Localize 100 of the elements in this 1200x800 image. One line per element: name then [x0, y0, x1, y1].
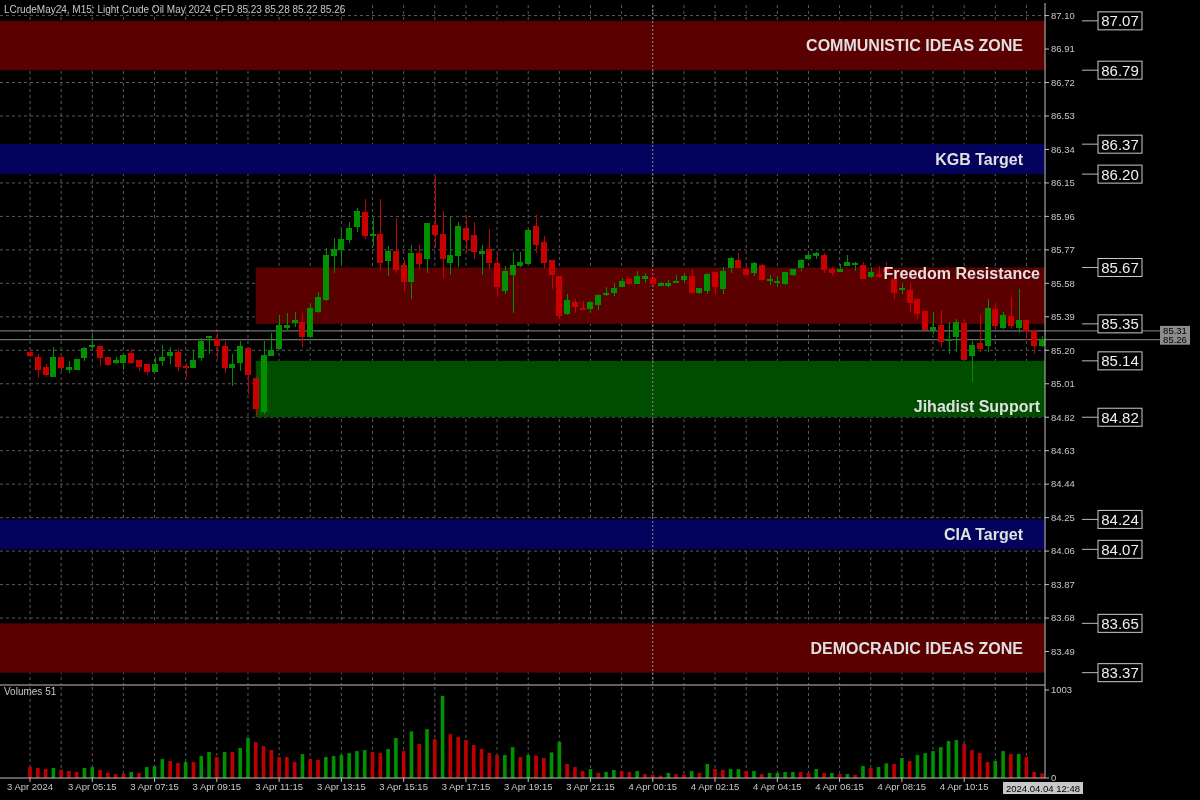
y-tick-label: 86.53 — [1051, 110, 1075, 122]
text: 84.24 — [1101, 510, 1139, 528]
bar — [565, 764, 569, 778]
bar — [433, 739, 437, 778]
candlestick — [719, 266, 726, 295]
candlestick — [315, 291, 322, 315]
bar — [215, 757, 219, 778]
y-tick-label: 85.39 — [1051, 311, 1075, 323]
bar — [362, 750, 367, 778]
x-tick-label: 4 Apr 06:15 — [815, 781, 864, 792]
bar — [939, 747, 943, 778]
text: 86.79 — [1101, 61, 1139, 79]
candlestick — [470, 220, 477, 260]
bar — [861, 766, 865, 778]
bar — [168, 761, 172, 778]
bar — [59, 769, 63, 778]
bar — [993, 761, 998, 778]
bar — [176, 762, 180, 778]
candlestick — [1015, 287, 1022, 334]
ref-line-label: 85.26 — [1163, 334, 1187, 346]
bar — [355, 751, 359, 778]
y-tick-label: 0 — [1051, 772, 1057, 784]
candlestick — [688, 268, 695, 295]
bar — [721, 770, 725, 778]
bar — [541, 758, 546, 778]
bar — [386, 749, 390, 778]
band-label: Jihadist Support — [913, 397, 1041, 415]
bar — [98, 770, 102, 778]
x-tick-label: 3 Apr 09:15 — [192, 781, 242, 792]
y-tick-label: 86.34 — [1051, 143, 1075, 155]
candlestick — [221, 340, 228, 374]
candlestick — [400, 259, 407, 293]
bar — [456, 737, 460, 778]
y-tick-label: 85.01 — [1051, 378, 1075, 390]
candlestick — [174, 347, 181, 373]
candlestick — [385, 245, 392, 278]
candlestick — [416, 243, 423, 270]
y-tick-label: 1003 — [1051, 684, 1073, 696]
x-tick-label: 4 Apr 08:15 — [877, 781, 927, 792]
bar — [67, 770, 71, 778]
bar — [394, 738, 398, 778]
bar — [90, 767, 95, 778]
bar — [207, 752, 211, 778]
bar — [495, 755, 499, 778]
x-tick-label: 4 Apr 10:15 — [939, 781, 989, 792]
bar — [316, 760, 320, 778]
y-tick-label: 85.58 — [1051, 277, 1075, 289]
bar — [713, 769, 717, 778]
bar — [791, 772, 795, 778]
band-label: CIA Target — [943, 525, 1024, 543]
bar — [752, 770, 756, 778]
y-tick-label: 84.25 — [1051, 511, 1075, 523]
y-tick-label: 87.10 — [1051, 9, 1075, 21]
candlestick — [50, 346, 57, 378]
bar — [962, 744, 966, 778]
y-tick-label: 84.63 — [1051, 445, 1075, 457]
bar — [892, 764, 896, 778]
candlestick — [462, 215, 469, 253]
bar — [308, 759, 313, 778]
candlestick — [945, 321, 952, 355]
bar — [526, 755, 531, 778]
candlestick — [361, 198, 368, 241]
y-tick-label: 86.91 — [1051, 43, 1075, 55]
candlestick — [478, 243, 485, 276]
bar — [417, 744, 422, 778]
bar — [464, 740, 468, 778]
y-tick-label: 85.77 — [1051, 244, 1075, 256]
x-tick-label: 3 Apr 2024 — [7, 781, 53, 792]
bar — [1032, 772, 1037, 778]
bar — [324, 757, 328, 778]
bar — [144, 767, 149, 778]
y-tick-label: 83.49 — [1051, 645, 1075, 657]
bar — [783, 772, 787, 778]
bar — [705, 764, 710, 778]
x-tick-label: 3 Apr 07:15 — [130, 781, 179, 792]
ref-line-label: 85.31 — [1163, 325, 1187, 337]
text: 83.37 — [1101, 664, 1139, 682]
bar — [285, 757, 289, 778]
bar — [35, 768, 40, 778]
candlestick — [821, 252, 828, 274]
bar — [347, 753, 351, 778]
candlestick — [976, 314, 983, 353]
bar — [534, 755, 538, 778]
candlestick — [1007, 296, 1014, 330]
x-tick-label: 3 Apr 05:15 — [67, 781, 117, 792]
x-tick-label: 3 Apr 17:15 — [441, 781, 491, 792]
candlestick — [198, 337, 205, 362]
candlestick — [97, 346, 104, 367]
bar — [744, 770, 748, 778]
candlestick — [159, 344, 166, 367]
candlestick — [299, 312, 306, 348]
bar — [199, 756, 204, 778]
candlestick — [276, 314, 283, 350]
bar — [580, 770, 585, 778]
x-tick-label: 3 Apr 21:15 — [566, 781, 615, 792]
bar — [977, 753, 982, 778]
candlestick — [353, 206, 360, 233]
y-tick-label: 86.72 — [1051, 76, 1075, 88]
text: 2024.04.04 12:48 — [1006, 782, 1080, 794]
text: 85.35 — [1101, 315, 1139, 333]
